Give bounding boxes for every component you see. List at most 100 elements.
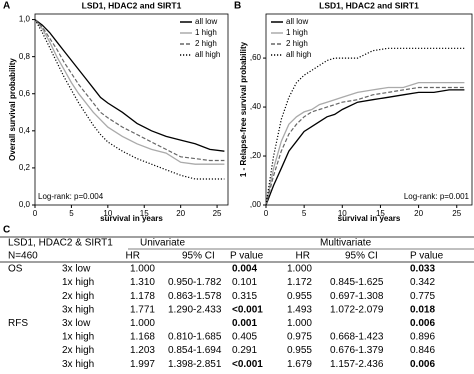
x-tick-label: 15 bbox=[140, 209, 149, 218]
table-cell: 1.000 bbox=[130, 318, 155, 329]
table-cell: 0.291 bbox=[232, 345, 257, 356]
table-cell: 0.315 bbox=[232, 291, 257, 302]
table-cell: 1.157-2.436 bbox=[330, 359, 384, 370]
table-cell: 3x low bbox=[62, 318, 91, 329]
annotation: Log-rank: p=0.004 bbox=[38, 192, 104, 201]
x-tick-label: 15 bbox=[376, 209, 385, 218]
table-cell: 1.000 bbox=[287, 318, 312, 329]
y-tick-label: ,20 bbox=[250, 151, 262, 160]
chart-title: LSD1, HDAC2 and SIRT1 bbox=[319, 0, 419, 10]
table-header: HR bbox=[126, 251, 140, 262]
table-cell: RFS bbox=[8, 318, 28, 329]
x-tick-label: 25 bbox=[452, 209, 461, 218]
survival-curve bbox=[34, 19, 225, 165]
table-header: LSD1, HDAC2 & SIRT1 bbox=[8, 238, 113, 249]
y-tick-label: 1,0 bbox=[19, 15, 31, 24]
legend-label: all low bbox=[195, 17, 217, 26]
y-axis-label: 1 - Relapse-free survival probability bbox=[239, 41, 248, 177]
y-tick-label: 0,4 bbox=[19, 126, 31, 135]
table-cell: 3x low bbox=[62, 264, 91, 275]
table-cell: 2x high bbox=[62, 291, 94, 302]
x-axis-label: survival in years bbox=[100, 214, 163, 223]
table-header: N=460 bbox=[8, 251, 38, 262]
table-cell: 0.697-1.308 bbox=[330, 291, 384, 302]
legend-label: 2 high bbox=[286, 39, 308, 48]
x-tick-label: 20 bbox=[414, 209, 423, 218]
panel-label: C bbox=[3, 225, 10, 236]
table-header: P value bbox=[410, 251, 444, 262]
table-cell: 0.845-1.625 bbox=[330, 277, 384, 288]
x-tick-label: 25 bbox=[213, 209, 222, 218]
table-cell: 0.668-1.423 bbox=[330, 332, 384, 343]
legend-label: 1 high bbox=[286, 28, 308, 37]
table-cell: 0.846 bbox=[410, 345, 435, 356]
survival-curve bbox=[34, 19, 225, 162]
survival-curve bbox=[265, 89, 465, 206]
table-cell: 1x high bbox=[62, 277, 94, 288]
y-axis-label: Overall survival probability bbox=[8, 58, 17, 161]
table-cell: 1.771 bbox=[130, 304, 155, 315]
survival-curve bbox=[34, 19, 225, 152]
table-header: Multivariate bbox=[320, 238, 372, 249]
table-cell: 0.342 bbox=[410, 277, 435, 288]
table-cell: <0.001 bbox=[232, 359, 263, 370]
table-cell: 1.203 bbox=[130, 345, 155, 356]
table-cell: 1.679 bbox=[287, 359, 312, 370]
table-cell: 3x high bbox=[62, 304, 94, 315]
plot-frame bbox=[265, 13, 473, 206]
y-tick-label: ,00 bbox=[250, 200, 262, 209]
table-cell: 0.896 bbox=[410, 332, 435, 343]
table-header: 95% CI bbox=[182, 251, 215, 262]
table-cell: 0.676-1.379 bbox=[330, 345, 384, 356]
table-cell: 1x high bbox=[62, 332, 94, 343]
y-tick-label: 0,0 bbox=[19, 200, 31, 209]
table-cell: 1.178 bbox=[130, 291, 155, 302]
x-tick-label: 10 bbox=[338, 209, 347, 218]
table-cell: 1.398-2.851 bbox=[168, 359, 222, 370]
survival-curve bbox=[265, 47, 465, 206]
table-cell: 1.310 bbox=[130, 277, 155, 288]
legend-label: all low bbox=[286, 17, 308, 26]
y-tick-label: 0,6 bbox=[19, 89, 31, 98]
table-cell: 0.001 bbox=[232, 318, 257, 329]
table-cell: 0.775 bbox=[410, 291, 435, 302]
table-cell: 0.955 bbox=[287, 345, 312, 356]
table-cell: 3x high bbox=[62, 359, 94, 370]
annotation: Log-rank: p=0.001 bbox=[404, 192, 470, 201]
y-tick-label: 0,8 bbox=[19, 52, 31, 61]
table-cell: 0.018 bbox=[410, 304, 435, 315]
legend-label: all high bbox=[286, 50, 311, 59]
legend-label: all high bbox=[195, 50, 220, 59]
table-cell: 0.101 bbox=[232, 277, 257, 288]
table-cell: 1.000 bbox=[287, 264, 312, 275]
table-cell: 2x high bbox=[62, 345, 94, 356]
table-header: Univariate bbox=[140, 238, 185, 249]
table-cell: 0.006 bbox=[410, 359, 435, 370]
x-tick-label: 20 bbox=[176, 209, 185, 218]
table-cell: 0.955 bbox=[287, 291, 312, 302]
table-cell: 1.168 bbox=[130, 332, 155, 343]
x-tick-label: 5 bbox=[302, 209, 307, 218]
table-cell: 0.854-1.694 bbox=[168, 345, 222, 356]
y-tick-label: ,60 bbox=[250, 53, 262, 62]
panel-label: B bbox=[234, 1, 241, 12]
legend-label: 1 high bbox=[195, 28, 217, 37]
legend-label: 2 high bbox=[195, 39, 217, 48]
survival-curve bbox=[265, 81, 465, 206]
table-header: HR bbox=[296, 251, 310, 262]
table-cell: 1.172 bbox=[287, 277, 312, 288]
table-header: 95% CI bbox=[345, 251, 378, 262]
table-cell: 0.405 bbox=[232, 332, 257, 343]
table-cell: 0.033 bbox=[410, 264, 435, 275]
survival-curve bbox=[34, 19, 225, 180]
table-cell: 1.493 bbox=[287, 304, 312, 315]
table-cell: 1.997 bbox=[130, 359, 155, 370]
chart-title: LSD1, HDAC2 and SIRT1 bbox=[82, 0, 182, 10]
table-cell: 0.006 bbox=[410, 318, 435, 329]
table-cell: OS bbox=[8, 264, 23, 275]
x-tick-label: 10 bbox=[103, 209, 112, 218]
x-tick-label: 0 bbox=[264, 209, 269, 218]
table-cell: 0.810-1.685 bbox=[168, 332, 222, 343]
table-cell: 1.072-2.079 bbox=[330, 304, 384, 315]
